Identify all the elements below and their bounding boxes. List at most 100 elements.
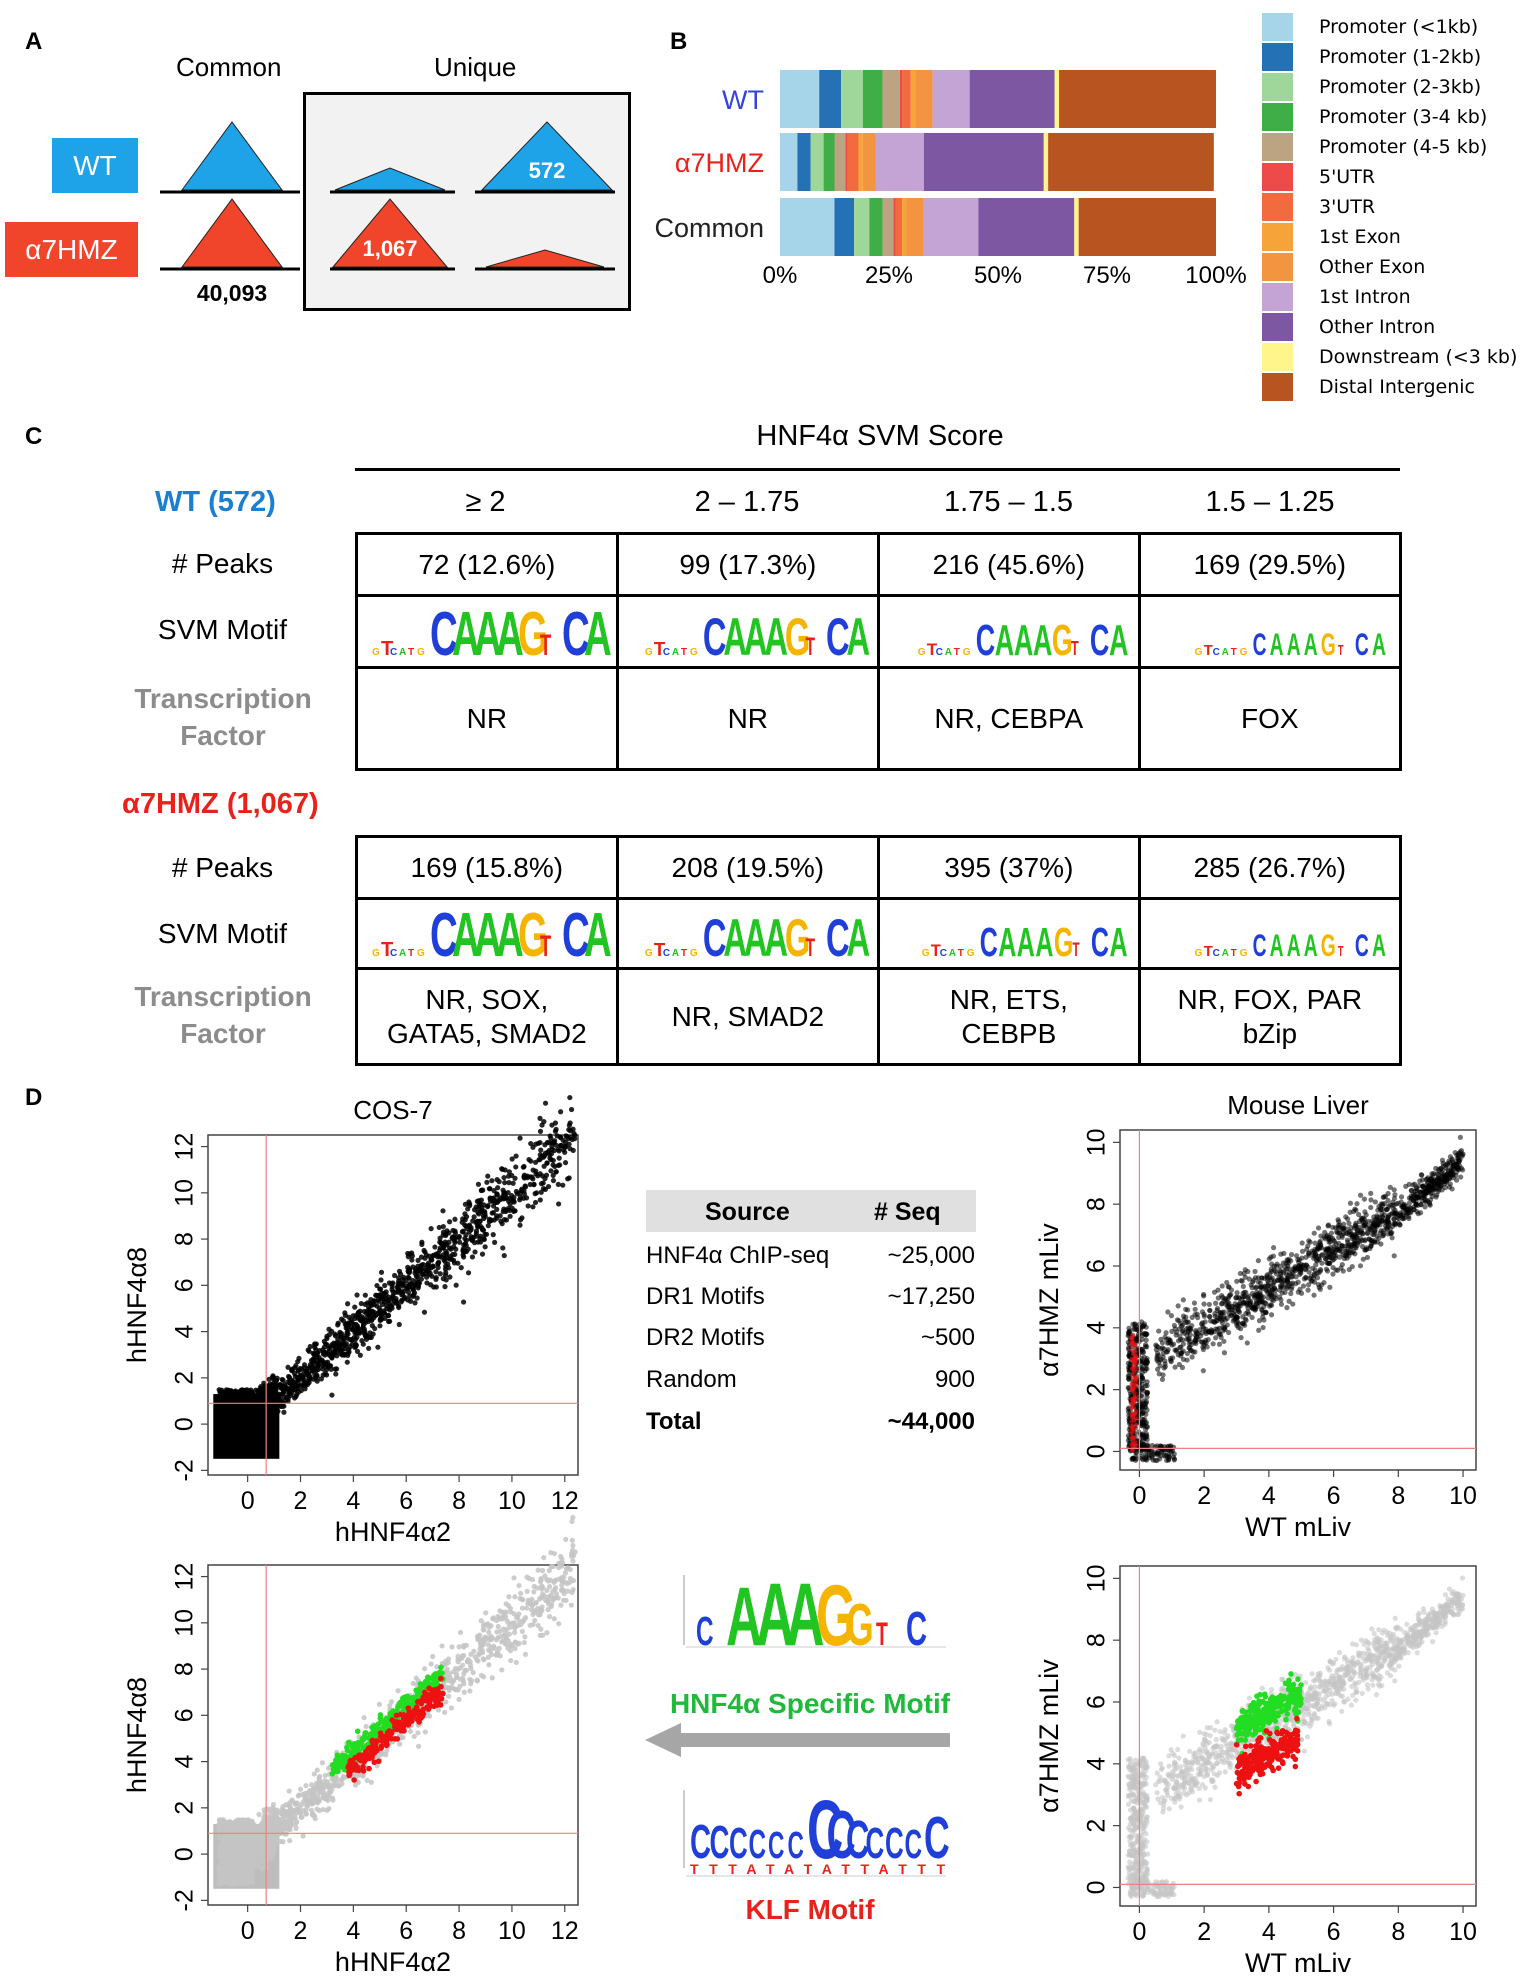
x-tick-label: 0 — [241, 1487, 255, 1515]
scatter-point — [530, 1204, 536, 1210]
scatter-point — [344, 1359, 350, 1365]
triangle-wt-unique-large — [480, 121, 614, 191]
scatter-point — [547, 1593, 553, 1599]
scatter-point — [570, 1558, 576, 1564]
scatter-point — [436, 1259, 442, 1265]
scatter-point — [433, 1276, 439, 1282]
logo-letter: T — [954, 647, 960, 658]
scatter-point — [445, 1693, 452, 1699]
logo-letter: G — [417, 948, 425, 959]
scatter-point — [398, 1299, 404, 1305]
bar-segment — [810, 133, 824, 191]
scatter-point — [503, 1601, 509, 1607]
scatter-point — [550, 1162, 556, 1168]
scatter-point — [532, 1199, 539, 1206]
scatter-point — [405, 1285, 411, 1291]
scatter-point — [229, 1440, 235, 1446]
scatter-point — [494, 1213, 500, 1219]
scatter-point — [479, 1251, 486, 1257]
scatter-point — [333, 1371, 339, 1377]
scatter-point — [499, 1667, 505, 1673]
scatter-point — [502, 1180, 508, 1186]
logo-letter: A — [764, 909, 788, 968]
scatter-point — [475, 1181, 482, 1187]
logo-letter: G — [1239, 948, 1247, 959]
scatter-point — [324, 1372, 330, 1378]
scatter-point — [452, 1216, 458, 1222]
scatter-point — [246, 1404, 252, 1410]
scatter-point — [287, 1392, 294, 1399]
scatter-point — [378, 1277, 384, 1283]
panel-a-common-header: Common — [176, 52, 282, 82]
scatter-point — [258, 1418, 265, 1424]
scatter-point — [367, 1330, 373, 1336]
logo-letter: A — [452, 900, 480, 970]
scatter-point — [410, 1286, 416, 1292]
scatter-point — [339, 1781, 345, 1787]
triangle-mut-unique-large — [331, 198, 449, 268]
scatter-point — [234, 1413, 240, 1419]
scatter-point — [228, 1435, 235, 1441]
logo-letter: C — [936, 647, 943, 658]
logo-letter: C — [562, 599, 590, 669]
scatter-point — [324, 1366, 330, 1373]
scatter-point — [553, 1577, 559, 1583]
scatter-point — [485, 1203, 491, 1209]
scatter-point — [462, 1248, 468, 1254]
scatter-point — [305, 1797, 311, 1803]
scatter-point — [279, 1403, 286, 1410]
scatter-point — [246, 1390, 252, 1396]
scatter-point — [508, 1657, 514, 1664]
scatter-point — [525, 1600, 531, 1607]
scatter-point — [413, 1675, 419, 1681]
logo-letter: A — [1014, 615, 1033, 664]
panel-c-letter: C — [25, 423, 43, 450]
scatter-point — [560, 1597, 567, 1603]
scatter-point — [216, 1437, 222, 1443]
logo-letter: G — [372, 948, 380, 959]
logo-letter: C — [826, 909, 850, 968]
scatter-point — [407, 1266, 413, 1272]
scatter-point — [537, 1115, 543, 1121]
scatter-point — [429, 1675, 436, 1682]
scatter-point — [329, 1392, 335, 1398]
scatter-point — [387, 1318, 393, 1324]
y-tick-label: 10 — [171, 1179, 199, 1207]
scatter-point — [462, 1235, 468, 1242]
scatter-point — [569, 1518, 575, 1524]
scatter-point — [415, 1743, 422, 1749]
scatter-point — [384, 1306, 390, 1312]
logo-letter: A — [584, 900, 612, 970]
scatter-point — [305, 1365, 311, 1371]
logo-letter: A — [1304, 629, 1318, 663]
scatter-point — [245, 1850, 252, 1856]
logo-letter: G — [963, 647, 971, 658]
scatter-point — [366, 1765, 372, 1772]
scatter-point — [329, 1786, 335, 1793]
x-tick-label: 6 — [399, 1487, 413, 1515]
logo-letter: T — [1338, 943, 1344, 960]
scatter-point — [312, 1341, 318, 1347]
scatter-point — [533, 1190, 540, 1196]
legend-swatch — [1262, 223, 1293, 251]
x-tick-label: 75% — [1083, 262, 1131, 289]
mut-tf-cell: NR, SMAD2 — [615, 967, 880, 1066]
logo-letter: A — [949, 948, 956, 959]
scatter-point — [433, 1284, 439, 1290]
scatter-point — [298, 1387, 304, 1394]
bar-segment — [923, 133, 1044, 191]
bar-segment — [899, 70, 903, 128]
scatter-point — [319, 1357, 325, 1363]
bar-segment — [1048, 133, 1214, 191]
bar-segment — [1054, 70, 1060, 128]
scatter-point — [493, 1637, 500, 1643]
scatter-point — [256, 1403, 262, 1409]
logo-letter: G — [690, 647, 698, 658]
scatter-point — [410, 1680, 416, 1686]
scatter-point — [228, 1835, 234, 1841]
scatter-point — [537, 1197, 543, 1203]
panel-a-triangles — [160, 121, 615, 271]
scatter-point — [326, 1332, 333, 1338]
logo-letter: C — [976, 615, 995, 664]
scatter-point — [496, 1179, 502, 1185]
